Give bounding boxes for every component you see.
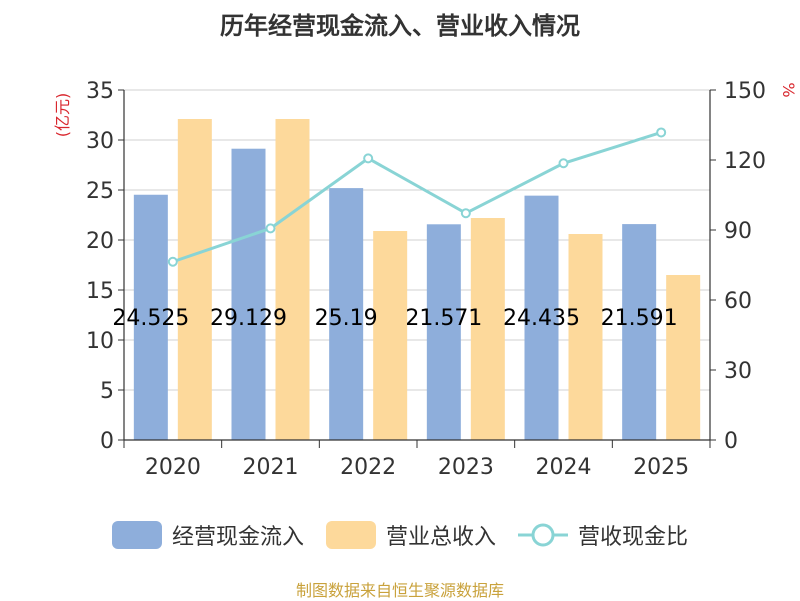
legend: 经营现金流入 营业总收入 营收现金比 <box>0 515 800 555</box>
legend-label-revenue: 营业总收入 <box>385 525 496 550</box>
x-tick-label: 2023 <box>438 455 494 480</box>
y-left-tick-label: 20 <box>86 229 114 254</box>
bar-revenue <box>568 234 603 440</box>
y-left-tick-label: 0 <box>100 429 114 454</box>
legend-swatch-revenue <box>325 521 376 549</box>
y-left-tick-label: 10 <box>86 329 114 354</box>
chart-title: 历年经营现金流入、营业收入情况 <box>220 12 580 40</box>
ratio-point <box>363 153 374 164</box>
y-right-axis-title: % <box>779 82 798 97</box>
data-labels: 24.525 29.129 25.19 21.571 24.435 21.591 <box>112 306 677 331</box>
ratio-point <box>460 208 471 219</box>
x-tick-label: 2025 <box>633 455 689 480</box>
ratio-line-path <box>172 131 662 264</box>
data-label-cash-inflow: 21.571 <box>405 306 482 331</box>
y-right-tick-label: 30 <box>724 359 752 384</box>
y-left-axis-title: (亿元) <box>53 93 72 138</box>
x-tick-label: 2022 <box>340 455 396 480</box>
y-right-tick-label: 0 <box>724 429 738 454</box>
x-tick-label: 2021 <box>243 455 299 480</box>
y-right-tick-label: 150 <box>724 79 766 104</box>
ratio-point <box>265 223 276 234</box>
x-tick-label: 2024 <box>536 455 592 480</box>
bar-revenue <box>275 119 310 440</box>
legend-label-cash-ratio: 营收现金比 <box>578 525 689 550</box>
y-left-tick-label: 30 <box>86 129 114 154</box>
y-right-tick-label: 120 <box>724 149 766 174</box>
y-left-tick-label: 15 <box>86 279 114 304</box>
data-label-cash-inflow: 24.525 <box>112 306 189 331</box>
bar-cash-inflow <box>329 188 364 440</box>
ratio-point <box>656 127 667 138</box>
y-left-tick-label: 25 <box>86 179 114 204</box>
ratio-point <box>558 158 569 169</box>
bar-cash-inflow <box>426 224 461 440</box>
ratio-line <box>167 127 667 267</box>
legend-item-revenue[interactable]: 营业总收入 <box>325 519 496 551</box>
data-label-cash-inflow: 21.591 <box>601 306 678 331</box>
legend-item-cash-inflow[interactable]: 经营现金流入 <box>111 519 304 551</box>
legend-swatch-cash-inflow <box>111 521 162 549</box>
grid-lines <box>124 89 710 391</box>
bar-cash-inflow <box>133 194 168 440</box>
y-left-tick-label: 35 <box>86 79 114 104</box>
bar-revenue <box>666 275 701 440</box>
bar-cash-inflow <box>524 195 559 440</box>
data-label-cash-inflow: 29.129 <box>210 306 287 331</box>
y-left-tick-label: 5 <box>100 379 114 404</box>
source-note: 制图数据来自恒生聚源数据库 <box>295 581 504 600</box>
legend-item-cash-ratio[interactable]: 营收现金比 <box>518 519 688 551</box>
y-right-tick-label: 90 <box>724 219 752 244</box>
bar-revenue <box>177 119 212 440</box>
y-right-tick-label: 60 <box>724 289 752 314</box>
data-label-cash-inflow: 25.19 <box>315 306 378 331</box>
x-tick-label: 2020 <box>145 455 201 480</box>
bars <box>133 119 701 440</box>
bar-cash-inflow <box>231 148 266 440</box>
legend-swatch-cash-ratio <box>518 523 568 547</box>
ratio-point <box>167 256 178 267</box>
bar-cash-inflow <box>622 224 657 440</box>
data-label-cash-inflow: 24.435 <box>503 306 580 331</box>
legend-label-cash-inflow: 经营现金流入 <box>171 525 304 550</box>
bar-revenue <box>373 231 408 440</box>
bar-revenue <box>470 218 505 440</box>
